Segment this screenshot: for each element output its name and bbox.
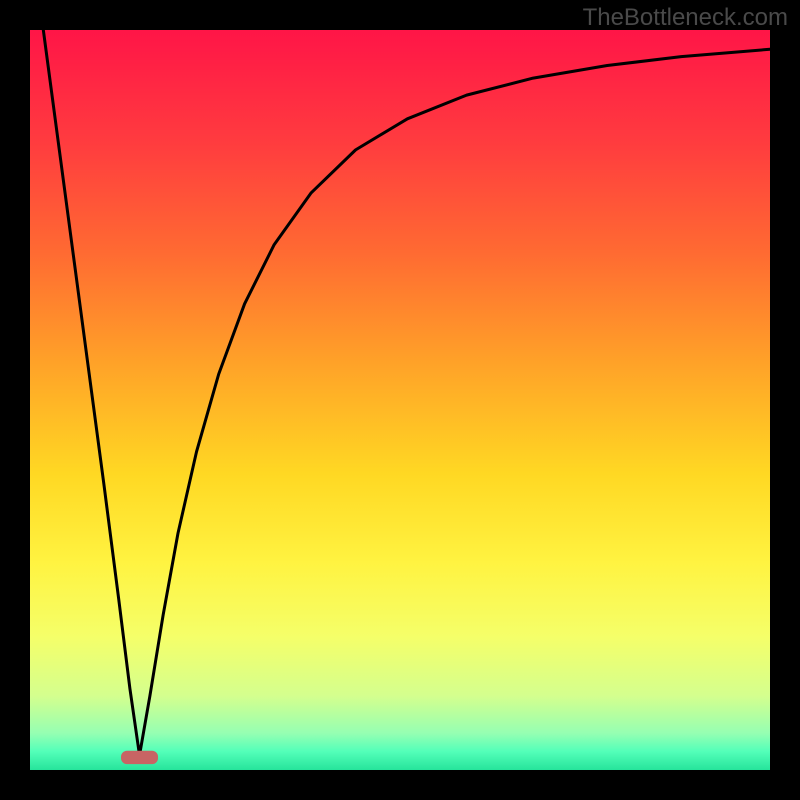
dip-marker <box>121 751 158 764</box>
chart-container: TheBottleneck.com <box>0 0 800 800</box>
plot-area <box>30 30 770 770</box>
bottleneck-chart <box>0 0 800 800</box>
watermark-text: TheBottleneck.com <box>583 4 788 32</box>
